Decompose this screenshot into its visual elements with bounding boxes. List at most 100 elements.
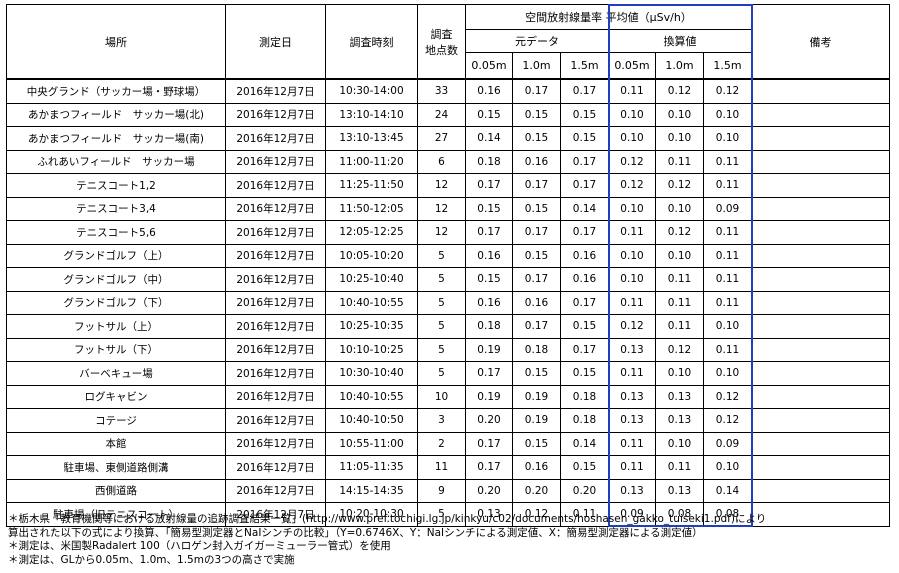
footnote-line: ＊栃木県「教育機関等における放射線量の追跡調査結果一覧」(http://www.… — [8, 513, 767, 525]
header-date: 測定日 — [225, 4, 326, 80]
cell-time: 10:05-10:20 — [325, 243, 418, 268]
cell-time: 10:10-10:25 — [325, 337, 418, 362]
cell-original-1.5m: 0.17 — [560, 290, 609, 315]
cell-converted-1.5m: 0.11 — [703, 220, 752, 245]
cell-converted-1.5m: 0.08 — [703, 502, 752, 527]
cell-original-0.05m: 0.17 — [465, 431, 513, 456]
cell-original-1.0m: 0.12 — [512, 502, 561, 527]
cell-points: 5 — [417, 337, 466, 362]
cell-converted-0.05m: 0.13 — [608, 408, 656, 433]
cell-place: ふれあいフィールド サッカー場 — [6, 149, 226, 174]
cell-place: フットサル（上） — [6, 314, 226, 339]
cell-place: グランドゴルフ（上） — [6, 243, 226, 268]
cell-original-0.05m: 0.17 — [465, 220, 513, 245]
cell-converted-1.5m: 0.11 — [703, 290, 752, 315]
cell-points: 12 — [417, 196, 466, 221]
cell-points: 10 — [417, 384, 466, 409]
cell-converted-0.05m: 0.13 — [608, 384, 656, 409]
cell-remarks — [751, 337, 890, 362]
table-row: 西側道路 2016年12月7日 14:15-14:35 9 0.20 0.20 0.20 0.… — [6, 478, 890, 503]
cell-remarks — [751, 431, 890, 456]
cell-time: 10:40-10:50 — [325, 408, 418, 433]
cell-time: 10:30-14:00 — [325, 78, 418, 104]
cell-converted-1.0m: 0.13 — [655, 384, 704, 409]
cell-original-0.05m: 0.20 — [465, 408, 513, 433]
cell-place: 駐車場（旧テニスコート） — [6, 502, 226, 527]
cell-original-1.5m: 0.17 — [560, 337, 609, 362]
cell-points: 3 — [417, 408, 466, 433]
cell-converted-1.5m: 0.09 — [703, 431, 752, 456]
cell-original-1.5m: 0.16 — [560, 243, 609, 268]
cell-converted-1.5m: 0.11 — [703, 243, 752, 268]
cell-remarks — [751, 290, 890, 315]
cell-original-0.05m: 0.20 — [465, 478, 513, 503]
cell-original-0.05m: 0.16 — [465, 290, 513, 315]
cell-place: あかまつフィールド サッカー場(北) — [6, 102, 226, 127]
footnote-line: 算出された以下の式により換算、「簡易型測定器とNaIシンチの比較」（Y=0.67… — [8, 526, 703, 539]
cell-points: 5 — [417, 267, 466, 292]
cell-converted-1.0m: 0.10 — [655, 102, 704, 127]
cell-points: 5 — [417, 314, 466, 339]
footnotes: ＊栃木県「教育機関等における放射線量の追跡調査結果一覧」(http://www.… — [8, 513, 766, 567]
cell-place: フットサル（下） — [6, 337, 226, 362]
cell-points: 11 — [417, 455, 466, 480]
table-row: フットサル（下） 2016年12月7日 10:10-10:25 5 0.19 0.18 0.… — [6, 337, 890, 362]
cell-converted-1.5m: 0.11 — [703, 149, 752, 174]
cell-remarks — [751, 455, 890, 480]
cell-place: グランドゴルフ（中） — [6, 267, 226, 292]
cell-time: 10:40-10:55 — [325, 290, 418, 315]
cell-points: 12 — [417, 220, 466, 245]
cell-original-0.05m: 0.17 — [465, 361, 513, 386]
table-row: グランドゴルフ（上） 2016年12月7日 10:05-10:20 5 0.16 0.15… — [6, 243, 890, 268]
cell-original-1.5m: 0.17 — [560, 149, 609, 174]
cell-original-0.05m: 0.15 — [465, 267, 513, 292]
cell-place: グランドゴルフ（下） — [6, 290, 226, 315]
cell-date: 2016年12月7日 — [225, 502, 326, 527]
cell-points: 6 — [417, 149, 466, 174]
cell-original-1.0m: 0.16 — [512, 455, 561, 480]
cell-time: 10:30-10:40 — [325, 361, 418, 386]
cell-converted-0.05m: 0.13 — [608, 478, 656, 503]
cell-remarks — [751, 78, 890, 104]
cell-remarks — [751, 243, 890, 268]
cell-original-1.5m: 0.11 — [560, 502, 609, 527]
cell-converted-1.5m: 0.12 — [703, 408, 752, 433]
cell-place: テニスコート3,4 — [6, 196, 226, 221]
cell-original-1.0m: 0.20 — [512, 478, 561, 503]
cell-converted-0.05m: 0.13 — [608, 337, 656, 362]
header-height: 1.5m — [703, 52, 752, 80]
cell-points: 5 — [417, 502, 466, 527]
table-row: 駐車場、東側道路側溝 2016年12月7日 11:05-11:35 11 0.17 0.1… — [6, 455, 890, 480]
table-row: フットサル（上） 2016年12月7日 10:25-10:35 5 0.18 0.17 0.… — [6, 314, 890, 339]
cell-date: 2016年12月7日 — [225, 220, 326, 245]
header-original-data: 元データ — [465, 29, 609, 53]
cell-original-1.0m: 0.17 — [512, 220, 561, 245]
cell-original-1.0m: 0.19 — [512, 384, 561, 409]
cell-points: 33 — [417, 78, 466, 104]
cell-original-1.5m: 0.15 — [560, 361, 609, 386]
cell-remarks — [751, 361, 890, 386]
cell-remarks — [751, 478, 890, 503]
cell-original-1.5m: 0.16 — [560, 267, 609, 292]
cell-original-1.0m: 0.17 — [512, 78, 561, 104]
table-row: グランドゴルフ（中） 2016年12月7日 10:25-10:40 5 0.15 0.17… — [6, 267, 890, 292]
cell-date: 2016年12月7日 — [225, 267, 326, 292]
cell-original-1.0m: 0.17 — [512, 267, 561, 292]
cell-date: 2016年12月7日 — [225, 243, 326, 268]
cell-original-1.5m: 0.20 — [560, 478, 609, 503]
table-row: ログキャビン 2016年12月7日 10:40-10:55 10 0.19 0.19 0.1… — [6, 384, 890, 409]
cell-converted-1.0m: 0.10 — [655, 196, 704, 221]
cell-original-0.05m: 0.19 — [465, 384, 513, 409]
table-row: テニスコート1,2 2016年12月7日 11:25-11:50 12 0.17 0.17… — [6, 173, 890, 198]
header-points: 調査 地点数 — [417, 4, 466, 80]
cell-converted-0.05m: 0.12 — [608, 173, 656, 198]
cell-converted-0.05m: 0.09 — [608, 502, 656, 527]
cell-original-1.0m: 0.15 — [512, 431, 561, 456]
cell-place: あかまつフィールド サッカー場(南) — [6, 126, 226, 151]
cell-points: 2 — [417, 431, 466, 456]
table-row: 中央グランド（サッカー場・野球場） 2016年12月7日 10:30-14:00 33… — [6, 78, 890, 104]
cell-time: 13:10-14:10 — [325, 102, 418, 127]
cell-remarks — [751, 408, 890, 433]
cell-converted-1.5m: 0.10 — [703, 314, 752, 339]
cell-converted-0.05m: 0.12 — [608, 314, 656, 339]
